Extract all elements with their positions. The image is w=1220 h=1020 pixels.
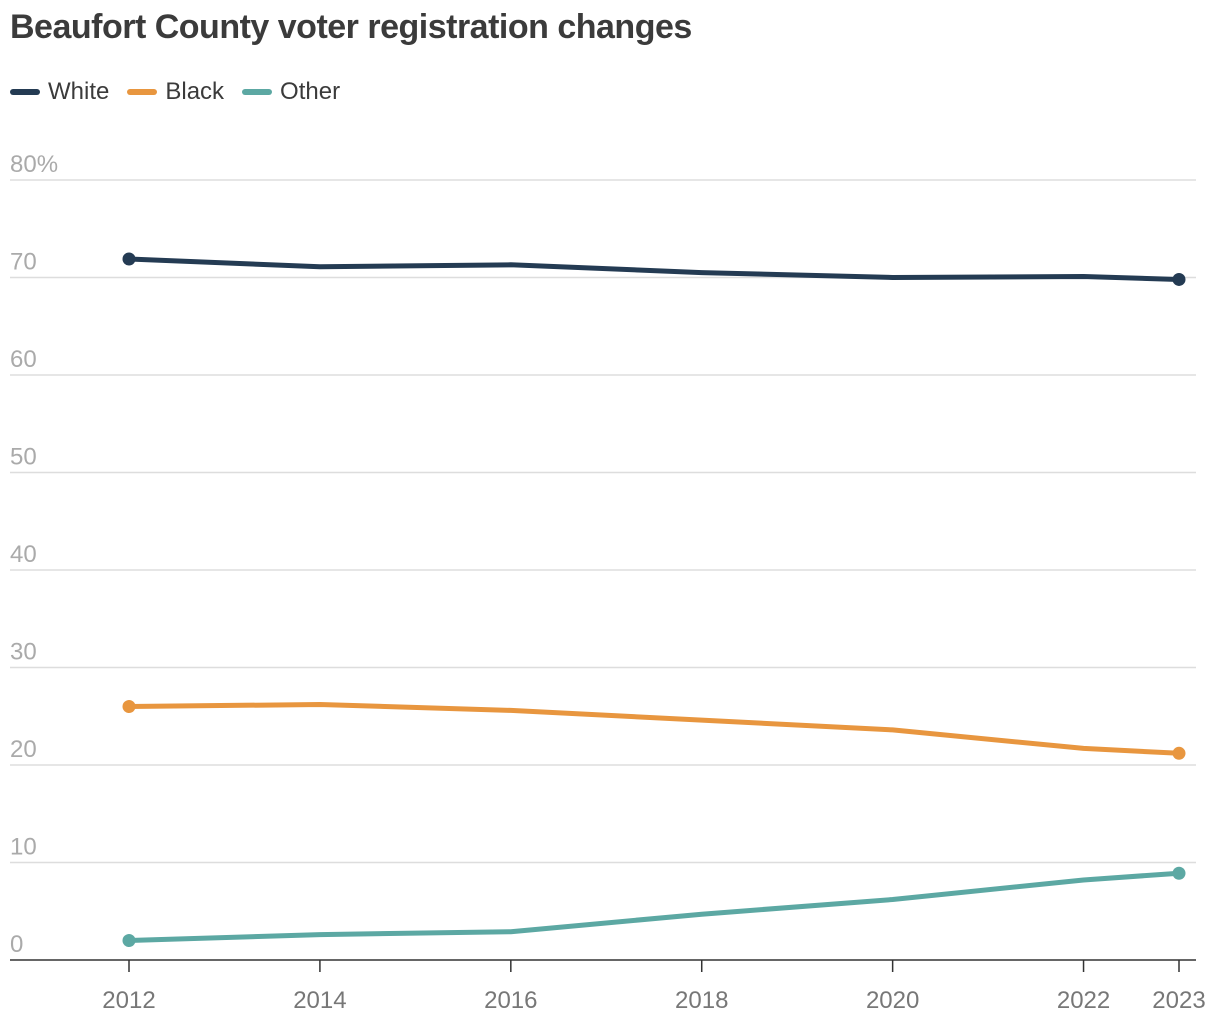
legend-item-other: Other [242, 78, 340, 106]
legend-label-white: White [48, 78, 110, 105]
x-tick-label-2018: 2018 [675, 987, 728, 1014]
point-black-2023 [1172, 746, 1186, 760]
legend-swatch-black [127, 89, 158, 95]
x-tick-label-2016: 2016 [484, 987, 537, 1014]
x-tick-label-2023: 2023 [1152, 987, 1205, 1014]
y-tick-label-0: 0 [10, 931, 23, 958]
point-other-2023 [1172, 866, 1186, 880]
y-tick-label-80: 80% [10, 151, 58, 178]
x-tick-label-2014: 2014 [293, 987, 346, 1014]
x-tick-label-2012: 2012 [102, 987, 155, 1014]
legend-label-black: Black [165, 78, 225, 105]
point-white-2012 [122, 252, 136, 266]
y-tick-label-40: 40 [10, 541, 37, 568]
legend-swatch-other [242, 89, 273, 95]
x-tick-label-2022: 2022 [1057, 987, 1110, 1014]
series-line-white [126, 256, 1182, 282]
y-tick-label-30: 30 [10, 639, 37, 666]
legend-label-other: Other [280, 78, 341, 105]
legend-item-white: White [10, 78, 109, 106]
point-other-2012 [122, 934, 136, 947]
y-tick-label-60: 60 [10, 346, 37, 373]
series-line-black [126, 702, 1182, 756]
y-tick-label-10: 10 [10, 834, 37, 861]
series-line-other [126, 870, 1182, 943]
legend: White Black Other [10, 78, 358, 106]
chart-title: Beaufort County voter registration chang… [10, 8, 692, 46]
y-tick-label-50: 50 [10, 444, 37, 471]
point-white-2023 [1172, 272, 1186, 286]
y-tick-label-20: 20 [10, 736, 37, 763]
legend-item-black: Black [127, 78, 224, 106]
point-black-2012 [122, 700, 136, 713]
y-tick-label-70: 70 [10, 249, 37, 276]
x-tick-label-2020: 2020 [866, 987, 919, 1014]
legend-swatch-white [10, 89, 40, 95]
